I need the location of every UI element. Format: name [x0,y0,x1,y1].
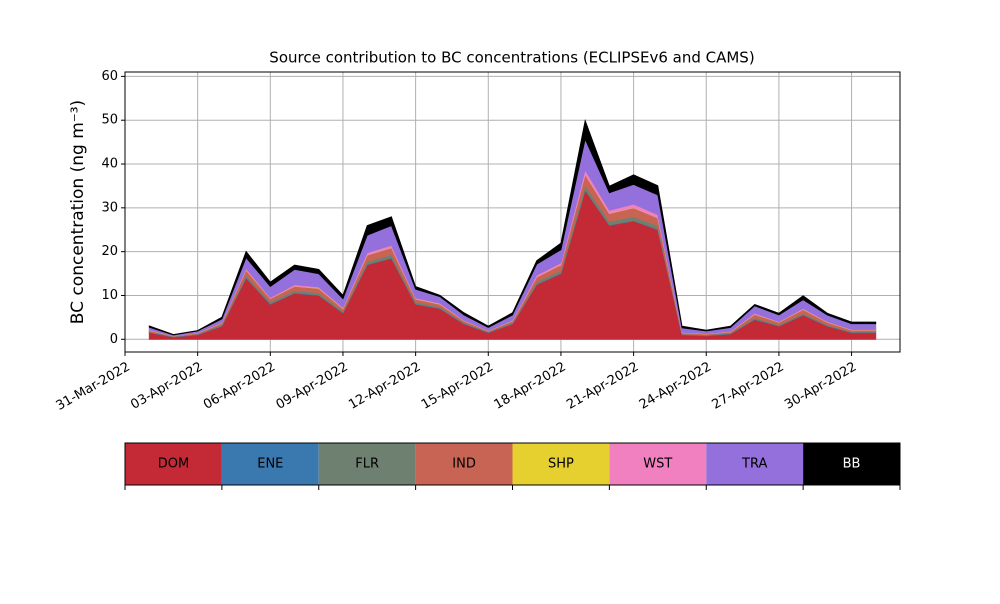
x-tick-label: 21-Apr-2022 [564,360,641,413]
x-tick-label: 09-Apr-2022 [274,360,351,413]
legend-label: TRA [741,457,767,472]
legend-label: SHP [548,457,574,472]
legend-frame [124,442,901,486]
legend-swatch [415,443,513,485]
y-axis-label: BC concentration (ng m⁻³) [68,100,88,324]
legend-swatch [221,443,319,485]
y-tick-label: 50 [101,113,118,128]
legend-label: FLR [355,457,379,472]
legend-swatch [609,443,707,485]
y-tick-label: 40 [101,157,118,172]
legend-label: ENE [257,457,283,472]
x-tick-label: 31-Mar-2022 [54,360,133,414]
x-tick-label: 30-Apr-2022 [782,360,859,413]
x-tick-label: 18-Apr-2022 [492,360,569,413]
y-tick-label: 10 [101,288,118,303]
x-tick-label: 06-Apr-2022 [201,360,278,413]
legend-swatch [125,443,222,485]
area [148,118,877,336]
legend-swatch [706,443,804,485]
x-tick-label: 12-Apr-2022 [346,360,423,413]
legend-label: BB [843,457,861,472]
legend-swatch [318,443,416,485]
legend-swatch [803,443,900,485]
x-tick-label: 15-Apr-2022 [419,360,496,413]
x-tick-label: 24-Apr-2022 [637,360,714,413]
y-tick-label: 0 [110,332,118,347]
legend-label: IND [452,457,476,472]
legend-swatch [512,443,610,485]
legend-label: DOM [158,457,189,472]
legend-label: WST [643,457,672,472]
plot-frame [124,71,901,353]
y-tick-label: 60 [101,69,118,84]
x-tick-label: 03-Apr-2022 [128,360,205,413]
chart-title: Source contribution to BC concentrations… [269,49,754,67]
y-tick-label: 20 [101,244,118,259]
y-tick-label: 30 [101,200,118,215]
x-tick-label: 27-Apr-2022 [710,360,787,413]
